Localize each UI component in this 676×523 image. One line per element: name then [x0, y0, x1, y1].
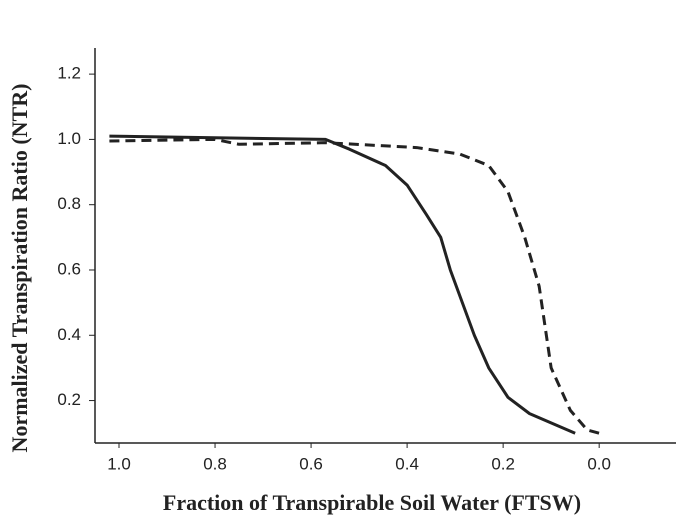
x-axis-title: Fraction of Transpirable Soil Water (FTS… — [163, 490, 581, 515]
y-tick-label: 1.2 — [57, 64, 81, 83]
y-tick-label: 0.4 — [57, 325, 81, 344]
x-tick-label: 0.8 — [203, 454, 227, 473]
x-tick-label: 0.4 — [395, 454, 419, 473]
y-tick-label: 0.6 — [57, 259, 81, 278]
line — [109, 137, 600, 435]
x-tick-label: 0.0 — [587, 454, 611, 473]
x-tick-label: 1.0 — [107, 454, 131, 473]
x-tick-label: 0.2 — [491, 454, 515, 473]
y-tick-label: 0.2 — [57, 390, 81, 409]
y-tick-label: 0.8 — [57, 194, 81, 213]
y-tick-label: 1.0 — [57, 129, 81, 148]
line — [109, 134, 576, 435]
y-axis-title: Normalized Transpiration Ratio (NTR) — [7, 84, 32, 453]
x-tick-label: 0.6 — [299, 454, 323, 473]
